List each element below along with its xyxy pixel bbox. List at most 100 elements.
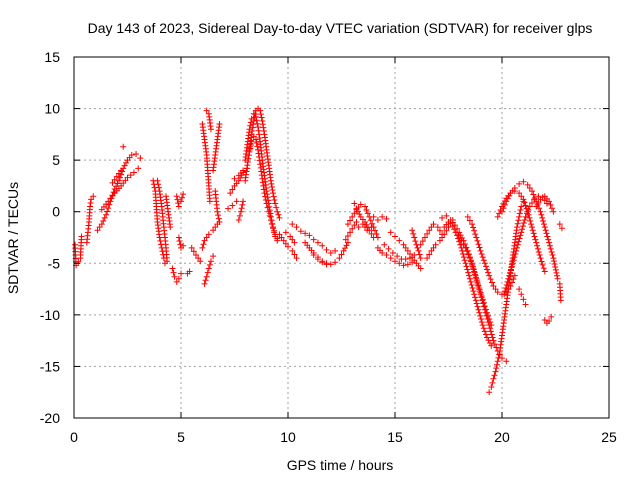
data-point: [258, 114, 265, 121]
data-point: [426, 227, 433, 234]
data-point: [516, 190, 523, 197]
data-point: [314, 239, 321, 246]
data-point: [518, 193, 525, 200]
data-point: [515, 217, 522, 224]
data-point: [538, 258, 545, 265]
data-point: [156, 234, 163, 241]
data-point: [478, 251, 485, 258]
data-point: [289, 247, 296, 254]
series-track-t13: [184, 268, 193, 277]
data-point: [522, 202, 529, 209]
data-point: [474, 303, 481, 310]
series-track-t16: [201, 253, 217, 287]
data-point: [463, 263, 470, 270]
data-point: [470, 224, 477, 231]
series-track-t52: [516, 286, 529, 308]
data-point: [392, 258, 398, 265]
data-point: [525, 211, 532, 218]
data-point: [387, 255, 394, 262]
data-point: [537, 196, 544, 203]
data-point: [96, 224, 103, 231]
data-point: [121, 162, 128, 169]
data-point: [503, 281, 510, 288]
data-point: [175, 234, 182, 241]
data-point: [154, 177, 161, 184]
data-point: [252, 111, 259, 118]
data-point: [482, 306, 489, 313]
data-point: [225, 205, 232, 212]
data-point: [362, 224, 369, 231]
data-point: [476, 309, 483, 316]
data-point: [276, 214, 283, 221]
data-point: [229, 202, 236, 209]
data-point: [381, 241, 388, 248]
data-point: [518, 203, 525, 210]
data-point: [521, 216, 528, 223]
data-point: [464, 248, 471, 255]
data-point: [210, 227, 217, 234]
data-point: [546, 198, 553, 205]
data-point: [267, 177, 274, 184]
data-point: [477, 312, 484, 319]
data-point: [497, 206, 504, 213]
data-point: [477, 289, 484, 296]
data-point: [514, 241, 521, 248]
data-point: [247, 142, 254, 149]
data-point: [347, 229, 354, 236]
data-point: [472, 271, 479, 278]
data-point: [90, 193, 97, 200]
data-point: [508, 263, 515, 270]
data-point: [502, 285, 509, 292]
data-point: [271, 229, 278, 236]
data-point: [491, 341, 498, 348]
data-point: [414, 244, 421, 251]
data-point: [535, 193, 542, 200]
data-point: [516, 180, 523, 187]
data-point: [351, 210, 358, 217]
data-point: [236, 212, 243, 219]
data-point: [558, 225, 565, 232]
data-point: [178, 270, 184, 277]
series-track-t43: [424, 216, 456, 262]
data-point: [387, 229, 394, 236]
data-point: [449, 223, 456, 230]
data-point: [443, 212, 450, 219]
data-point: [175, 275, 182, 282]
data-point: [430, 221, 437, 228]
data-point: [332, 259, 339, 266]
data-point: [487, 319, 494, 326]
data-point: [167, 224, 174, 231]
data-point: [486, 272, 493, 279]
data-point: [486, 389, 493, 396]
data-point: [285, 243, 291, 250]
data-point: [501, 288, 508, 295]
data-point: [282, 240, 289, 247]
data-point: [439, 234, 446, 241]
data-point: [516, 213, 523, 220]
data-point: [478, 293, 485, 300]
data-point: [115, 177, 122, 184]
series-track-t33: [342, 219, 360, 243]
data-point: [87, 203, 94, 210]
data-point: [506, 272, 513, 279]
data-point: [280, 237, 287, 244]
data-point: [480, 299, 487, 306]
data-point: [127, 172, 134, 179]
data-point: [396, 260, 403, 267]
data-point: [513, 244, 520, 251]
data-point: [205, 231, 212, 238]
data-point: [347, 217, 354, 224]
data-point: [404, 261, 411, 268]
data-point: [503, 358, 510, 365]
y-tick-label: 10: [44, 101, 60, 117]
data-point: [534, 242, 541, 249]
data-point: [332, 247, 339, 254]
data-point: [123, 159, 130, 166]
data-point: [260, 128, 267, 135]
series-track-t34: [344, 201, 381, 241]
data-point: [488, 342, 495, 349]
data-point: [256, 157, 263, 164]
data-point: [203, 234, 210, 241]
data-point: [259, 179, 266, 186]
